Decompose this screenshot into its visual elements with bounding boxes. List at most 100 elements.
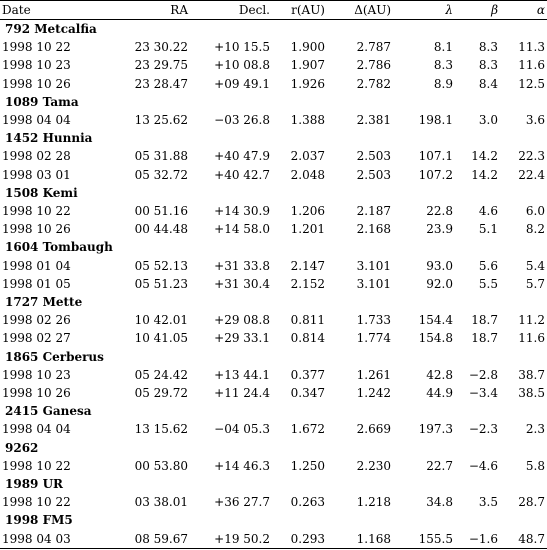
date-cell: 1998 10 23 bbox=[2, 367, 71, 382]
alpha-cell: 11.2 bbox=[518, 313, 545, 328]
object-name-row: 792 Metcalfia bbox=[0, 20, 547, 39]
lambda-cell: 197.3 bbox=[418, 422, 453, 437]
ra-cell: 05 52.13 bbox=[134, 258, 188, 273]
decl-cell: +09 49.1 bbox=[214, 76, 270, 91]
delta-cell: 2.787 bbox=[356, 40, 391, 55]
beta-cell: 14.2 bbox=[471, 167, 498, 182]
delta-cell: 3.101 bbox=[356, 258, 391, 273]
beta-cell: −3.4 bbox=[468, 386, 498, 401]
decl-cell: +36 27.7 bbox=[214, 495, 270, 510]
object-name-row: 1089 Tama bbox=[0, 93, 547, 111]
lambda-cell: 155.5 bbox=[393, 529, 455, 549]
r-cell: 0.263 bbox=[290, 495, 325, 510]
decl-cell: +29 08.8 bbox=[214, 313, 270, 328]
ra-cell: 03 38.01 bbox=[134, 495, 188, 510]
delta-cell: 2.187 bbox=[356, 204, 391, 219]
decl-cell: −04 05.3 bbox=[214, 422, 270, 437]
delta-cell: 1.168 bbox=[327, 529, 393, 549]
table-row: 1998 04 04 13 25.62 −03 26.8 1.388 2.381 198.… bbox=[0, 111, 547, 129]
alpha-cell: 38.5 bbox=[518, 386, 545, 401]
ra-cell: 10 41.05 bbox=[134, 331, 188, 346]
lambda-cell: 92.0 bbox=[426, 276, 453, 291]
object-name-row: 1604 Tombaugh bbox=[0, 238, 547, 256]
beta-cell: 18.7 bbox=[471, 331, 498, 346]
decl-cell: +10 08.8 bbox=[214, 58, 270, 73]
decl-cell: +31 30.4 bbox=[214, 276, 270, 291]
delta-cell: 2.782 bbox=[356, 76, 391, 91]
alpha-cell: 38.7 bbox=[518, 367, 545, 382]
date-cell: 1998 10 22 bbox=[2, 40, 71, 55]
object-name: 1089 Tama bbox=[5, 94, 79, 109]
delta-cell: 2.503 bbox=[356, 149, 391, 164]
table-row: 1998 02 27 10 41.05 +29 33.1 0.814 1.774 154.… bbox=[0, 329, 547, 347]
alpha-cell: 28.7 bbox=[518, 495, 545, 510]
r-cell: 2.152 bbox=[290, 276, 325, 291]
object-name-row: 1998 FM5 bbox=[0, 511, 547, 529]
beta-cell: 4.6 bbox=[478, 204, 498, 219]
header-beta: β bbox=[455, 0, 500, 20]
object-name-row: 1865 Cerberus bbox=[0, 348, 547, 366]
alpha-cell: 5.8 bbox=[525, 458, 545, 473]
ra-cell: 05 24.42 bbox=[134, 367, 188, 382]
date-cell: 1998 02 26 bbox=[2, 313, 71, 328]
ra-cell: 00 44.48 bbox=[134, 222, 188, 237]
r-cell: 1.672 bbox=[290, 422, 325, 437]
beta-cell: −2.3 bbox=[468, 422, 498, 437]
lambda-cell: 34.8 bbox=[426, 495, 453, 510]
decl-cell: −03 26.8 bbox=[214, 113, 270, 128]
date-cell: 1998 10 26 bbox=[2, 222, 71, 237]
header-alpha: α bbox=[500, 0, 547, 20]
header-decl: Decl. bbox=[190, 0, 272, 20]
date-cell: 1998 10 26 bbox=[2, 386, 71, 401]
delta-cell: 2.503 bbox=[356, 167, 391, 182]
object-name: 792 Metcalfia bbox=[5, 22, 97, 36]
ra-cell: 05 31.88 bbox=[134, 149, 188, 164]
object-name: 1865 Cerberus bbox=[5, 349, 104, 364]
alpha-cell: 3.6 bbox=[525, 113, 545, 128]
table-row: 1998 02 26 10 42.01 +29 08.8 0.811 1.733 154.… bbox=[0, 311, 547, 329]
ra-cell: 05 51.23 bbox=[134, 276, 188, 291]
r-cell: 0.814 bbox=[290, 331, 325, 346]
object-name: 1452 Hunnia bbox=[5, 131, 93, 146]
r-cell: 2.048 bbox=[290, 167, 325, 182]
date-cell: 1998 10 23 bbox=[2, 58, 71, 73]
beta-cell: 3.5 bbox=[478, 495, 498, 510]
date-cell: 1998 10 22 bbox=[2, 495, 71, 510]
table-row: 1998 10 23 05 24.42 +13 44.1 0.377 1.261 42.8… bbox=[0, 366, 547, 384]
delta-cell: 1.733 bbox=[356, 313, 391, 328]
lambda-cell: 8.3 bbox=[433, 58, 453, 73]
lambda-cell: 22.7 bbox=[426, 458, 453, 473]
date-cell: 1998 01 05 bbox=[2, 276, 71, 291]
date-cell: 1998 10 22 bbox=[2, 204, 71, 219]
delta-cell: 1.218 bbox=[356, 495, 391, 510]
object-name: 2415 Ganesa bbox=[5, 404, 92, 419]
header-row: Date RA Decl. r(AU) Δ(AU) λ β α bbox=[0, 0, 547, 20]
r-cell: 0.293 bbox=[272, 529, 327, 549]
table-row: 1998 04 03 08 59.67 +19 50.2 0.293 1.168 155.… bbox=[0, 529, 547, 549]
r-cell: 0.811 bbox=[290, 313, 325, 328]
header-date: Date bbox=[0, 0, 120, 20]
lambda-cell: 44.9 bbox=[426, 386, 453, 401]
object-name-row: 1452 Hunnia bbox=[0, 129, 547, 147]
object-name-row: 2415 Ganesa bbox=[0, 402, 547, 420]
object-name: 9262 bbox=[5, 440, 39, 455]
lambda-cell: 22.8 bbox=[426, 204, 453, 219]
lambda-cell: 107.1 bbox=[418, 149, 453, 164]
ra-cell: 23 30.22 bbox=[134, 40, 188, 55]
object-name: 1998 FM5 bbox=[5, 513, 73, 528]
delta-cell: 2.669 bbox=[356, 422, 391, 437]
ra-cell: 00 51.16 bbox=[134, 204, 188, 219]
r-cell: 1.250 bbox=[290, 458, 325, 473]
lambda-cell: 42.8 bbox=[426, 367, 453, 382]
date-cell: 1998 01 04 bbox=[2, 258, 71, 273]
object-name-row: 9262 bbox=[0, 439, 547, 457]
alpha-cell: 11.6 bbox=[518, 58, 545, 73]
decl-cell: +40 47.9 bbox=[214, 149, 270, 164]
beta-cell: 14.2 bbox=[471, 149, 498, 164]
alpha-cell: 5.7 bbox=[525, 276, 545, 291]
decl-cell: +10 15.5 bbox=[214, 40, 270, 55]
decl-cell: +14 46.3 bbox=[214, 458, 270, 473]
ra-cell: 13 15.62 bbox=[134, 422, 188, 437]
object-name: 1989 UR bbox=[5, 477, 64, 492]
